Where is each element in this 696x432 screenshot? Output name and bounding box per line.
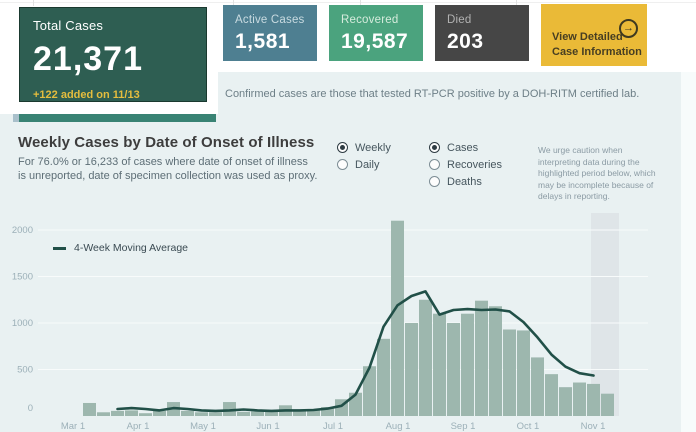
right-edge-strip	[681, 72, 696, 432]
weekly-cases-bar[interactable]	[559, 387, 572, 416]
section-subtitle: For 76.0% or 16,233 of cases where date …	[18, 156, 318, 182]
weekly-cases-bar[interactable]	[111, 410, 124, 416]
top-tick-line	[516, 0, 517, 6]
x-axis-tick-label: Mar 1	[61, 421, 85, 432]
total-cases-card: Total Cases 21,371 +122 added on 11/13	[19, 7, 207, 102]
active-cases-label: Active Cases	[235, 14, 305, 26]
horizontal-scrollbar-thumb[interactable]	[19, 114, 216, 122]
radio-icon	[429, 159, 440, 170]
caution-note: We urge caution when interpreting data d…	[538, 145, 656, 201]
x-axis-tick-label: Oct 1	[517, 421, 540, 432]
weekly-cases-bar[interactable]	[195, 412, 208, 416]
x-axis-tick-label: Jun 1	[256, 421, 279, 432]
moving-average-line	[116, 290, 595, 413]
radio-daily[interactable]: Daily	[337, 157, 391, 172]
died-card: Died 203	[435, 5, 529, 61]
died-label: Died	[447, 14, 472, 26]
section-title: Weekly Cases by Date of Onset of Illness	[18, 134, 315, 151]
weekly-cases-bar[interactable]	[377, 338, 390, 416]
top-tick-line	[33, 0, 34, 6]
weekly-cases-bar[interactable]	[587, 383, 600, 416]
weekly-cases-bar[interactable]	[139, 413, 152, 416]
weekly-cases-bar[interactable]	[97, 412, 110, 416]
radio-icon	[429, 176, 440, 187]
chart-legend: 4-Week Moving Average	[53, 242, 188, 254]
weekly-cases-bar[interactable]	[601, 393, 614, 416]
confirmed-cases-note: Confirmed cases are those that tested RT…	[225, 88, 640, 100]
arrow-right-circle-icon: →	[619, 19, 638, 38]
weekly-cases-bar[interactable]	[545, 374, 558, 416]
highlighted-period-band	[591, 213, 619, 416]
top-tick-line	[233, 0, 234, 6]
radio-icon	[429, 142, 440, 153]
radio-recoveries[interactable]: Recoveries	[429, 157, 502, 172]
scrollbar-left-button[interactable]	[13, 114, 19, 122]
weekly-cases-bar[interactable]	[265, 410, 278, 416]
top-tick-line	[360, 0, 361, 6]
weekly-cases-bar[interactable]	[447, 323, 460, 416]
radio-icon	[337, 159, 348, 170]
total-cases-value: 21,371	[33, 40, 143, 78]
weekly-cases-bar[interactable]	[293, 410, 306, 416]
weekly-cases-bar[interactable]	[531, 357, 544, 416]
weekly-cases-bar[interactable]	[503, 329, 516, 416]
radio-weekly[interactable]: Weekly	[337, 140, 391, 155]
x-axis-tick-label: Nov 1	[581, 421, 606, 432]
weekly-cases-bar[interactable]	[251, 411, 264, 416]
weekly-cases-bar[interactable]	[433, 313, 446, 416]
y-axis-tick-label: 500	[17, 365, 33, 376]
recovered-value: 19,587	[341, 30, 409, 53]
weekly-cases-bar[interactable]	[405, 323, 418, 416]
weekly-cases-bar[interactable]	[83, 402, 96, 416]
weekly-cases-bar[interactable]	[125, 410, 138, 416]
total-cases-label: Total Cases	[33, 18, 104, 33]
weekly-cases-bar[interactable]	[475, 300, 488, 416]
weekly-cases-bar[interactable]	[517, 330, 530, 416]
weekly-cases-bar[interactable]	[181, 410, 194, 416]
weekly-cases-bar[interactable]	[363, 366, 376, 416]
metric-radio-group: Cases Recoveries Deaths	[429, 140, 502, 191]
recovered-card: Recovered 19,587	[329, 5, 423, 61]
weekly-cases-bar[interactable]	[391, 220, 404, 416]
radio-deaths[interactable]: Deaths	[429, 174, 502, 189]
total-cases-added: +122 added on 11/13	[33, 89, 140, 101]
view-detailed-case-information-button[interactable]: → View Detailed Case Information	[541, 4, 647, 66]
weekly-cases-bar[interactable]	[209, 412, 222, 416]
active-cases-value: 1,581	[235, 30, 291, 53]
moving-average-line-icon	[53, 246, 66, 250]
frequency-radio-group: Weekly Daily	[337, 140, 391, 174]
y-axis-tick-label: 1000	[12, 318, 33, 329]
active-cases-card: Active Cases 1,581	[223, 5, 317, 61]
y-axis-tick-label: 1500	[12, 272, 33, 283]
weekly-cases-bar[interactable]	[153, 410, 166, 416]
weekly-cases-chart[interactable]: 0 500 1000 1500 2000 Mar 1 Apr 1 May 1 Jun 1 Jul …	[0, 205, 696, 432]
view-detail-line2: Case Information	[552, 46, 642, 58]
top-divider-line	[0, 2, 696, 3]
radio-cases[interactable]: Cases	[429, 140, 502, 155]
weekly-cases-bar[interactable]	[489, 306, 502, 416]
weekly-cases-bar[interactable]	[307, 409, 320, 416]
weekly-cases-bar[interactable]	[573, 382, 586, 416]
weekly-cases-bar[interactable]	[223, 402, 236, 416]
view-detail-line1: View Detailed	[552, 31, 623, 43]
x-axis-tick-label: Aug 1	[386, 421, 411, 432]
weekly-cases-bar[interactable]	[419, 299, 432, 416]
y-axis-tick-label: 2000	[12, 225, 33, 236]
x-axis-tick-label: Jul 1	[323, 421, 343, 432]
died-value: 203	[447, 30, 484, 53]
recovered-label: Recovered	[341, 14, 399, 26]
weekly-cases-bar[interactable]	[237, 411, 250, 416]
y-axis-tick-label: 0	[28, 403, 33, 414]
legend-label: 4-Week Moving Average	[74, 242, 189, 254]
weekly-cases-bar[interactable]	[461, 313, 474, 416]
weekly-cases-bar[interactable]	[321, 407, 334, 416]
x-axis-tick-label: Sep 1	[451, 421, 476, 432]
radio-icon	[337, 142, 348, 153]
x-axis-tick-label: May 1	[190, 421, 216, 432]
x-axis-tick-label: Apr 1	[127, 421, 150, 432]
